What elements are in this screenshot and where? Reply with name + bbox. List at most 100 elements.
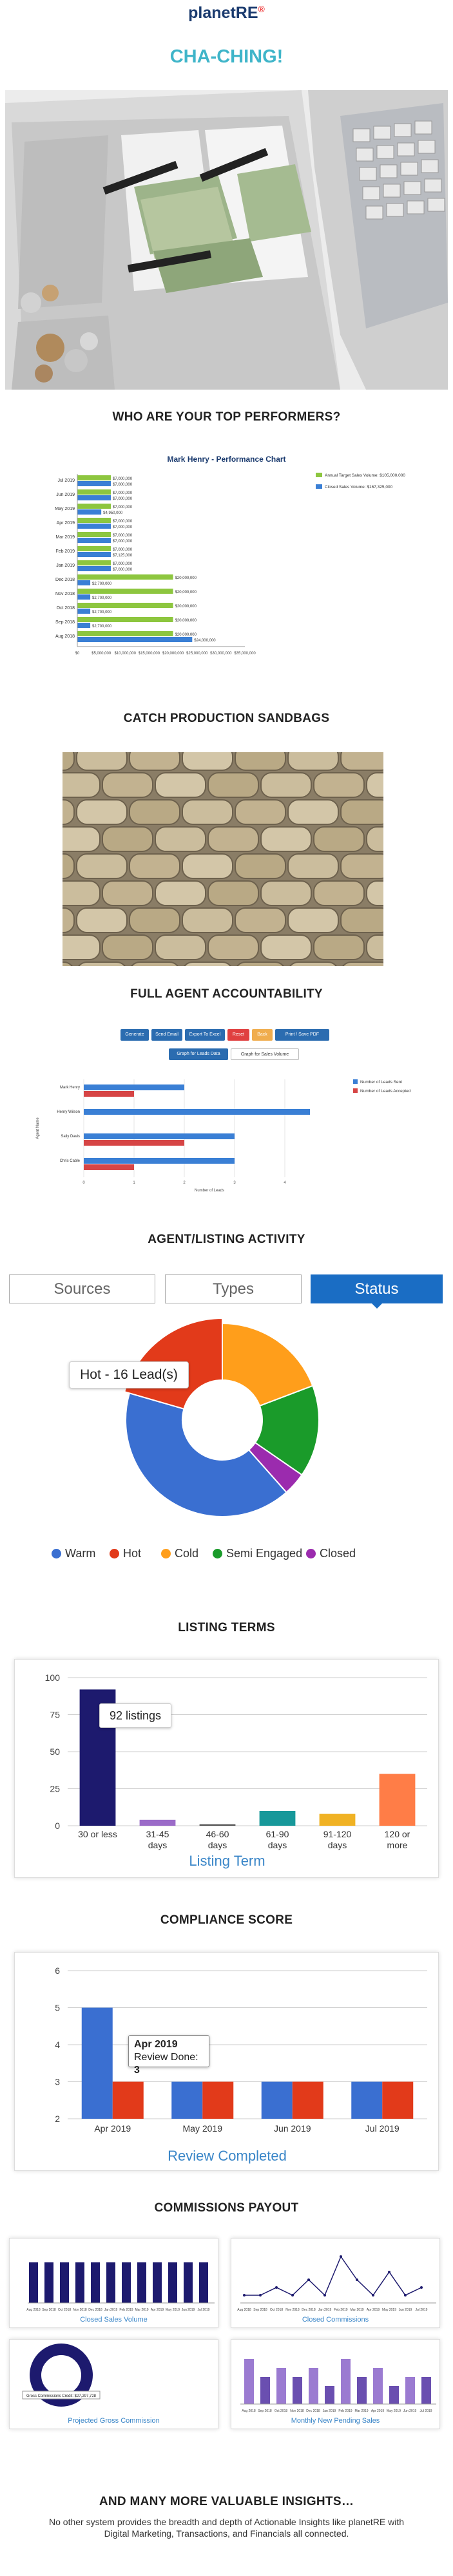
report-toolbar: Generate Send Email Export To Excel Rese…: [0, 1029, 453, 1068]
donut-legend-item[interactable]: Cold: [161, 1547, 198, 1560]
perf-closed-bar: [77, 566, 111, 571]
perf-closed-label: $7,000,000: [113, 497, 133, 501]
pending-sales-month: Jun 2019: [403, 2409, 417, 2413]
projected-gross-commission-card[interactable]: Gross Commissions Credit: $27,297,728 Pr…: [9, 2339, 218, 2429]
perf-target-bar: [77, 532, 111, 537]
pending-sales-month: Dec 2018: [306, 2409, 320, 2413]
perf-category-label: May 2019: [55, 507, 75, 511]
commission-point: [323, 2294, 326, 2297]
cash-register-image: [5, 90, 448, 390]
perf-closed-bar: [77, 594, 91, 600]
perf-x-tick: $5,000,000: [92, 652, 111, 656]
generate-button[interactable]: Generate: [120, 1029, 149, 1041]
perf-target-bar: [77, 489, 111, 495]
projected-gross-commission-caption: Projected Gross Commission: [68, 2417, 160, 2425]
compliance-bar-pending: [382, 2081, 414, 2119]
perf-x-tick: $35,000,000: [234, 652, 256, 656]
perf-target-bar: [77, 631, 173, 636]
pending-sales-month: Mar 2019: [354, 2409, 368, 2413]
perf-x-tick: $25,000,000: [186, 652, 208, 656]
send-email-button[interactable]: Send Email: [151, 1029, 182, 1041]
commission-month: Jun 2019: [399, 2308, 412, 2312]
closed-commissions-card[interactable]: Aug 2018 Sep 2018 Oct 2018 Nov 2018 Dec 2018…: [231, 2238, 440, 2328]
perf-closed-bar: [77, 538, 111, 543]
perf-target-label: $20,000,000: [175, 619, 197, 623]
perf-target-bar: [77, 504, 111, 509]
perf-target-bar: [77, 560, 111, 565]
leads-legend-accepted-swatch: [353, 1088, 358, 1093]
donut-legend-item[interactable]: Hot: [110, 1547, 141, 1560]
listing-x-tick: 30 or less: [78, 1829, 117, 1839]
leads-x-label: Number of Leads: [195, 1189, 224, 1191]
perf-closed-label: $2,700,000: [92, 582, 112, 586]
monthly-pending-sales-card[interactable]: Aug 2018 Sep 2018 Oct 2018 Nov 2018 Dec 2018…: [231, 2339, 440, 2429]
performance-chart: Jul 2019 $7,000,000 $7,000,000 Jun 2019 $7,0…: [39, 469, 425, 681]
commission-point: [275, 2286, 278, 2289]
reset-button[interactable]: Reset: [227, 1029, 249, 1041]
commission-month: Apr 2019: [367, 2308, 380, 2312]
perf-closed-bar: [77, 524, 111, 529]
tab-sales-volume[interactable]: Graph for Sales Volume: [231, 1048, 299, 1060]
compliance-tooltip-label: Review Done:: [134, 2052, 198, 2063]
tab-status[interactable]: Status: [311, 1274, 443, 1303]
perf-target-bar: [77, 574, 173, 580]
perf-closed-label: $24,000,000: [194, 639, 216, 643]
pending-sales-bar: [293, 2377, 302, 2404]
sales-volume-bar: [106, 2262, 115, 2303]
listing-x-tick: 31-45: [146, 1829, 169, 1839]
perf-target-bar: [77, 589, 173, 594]
hero-title: CHA-CHING!: [169, 46, 284, 67]
sales-volume-bar: [44, 2262, 53, 2303]
commission-month: Jan 2019: [318, 2308, 332, 2312]
perf-category-label: Mar 2019: [55, 535, 75, 540]
sales-volume-bar: [60, 2262, 69, 2303]
perf-target-label: $20,000,000: [175, 605, 197, 609]
tab-types[interactable]: Types: [165, 1274, 302, 1303]
leads-accepted-bar: [84, 1164, 134, 1170]
review-completed-caption[interactable]: Review Completed: [15, 2148, 439, 2164]
pending-sales-bar: [260, 2377, 270, 2404]
listing-term-caption[interactable]: Listing Term: [15, 1853, 439, 1870]
perf-closed-bar: [77, 609, 91, 614]
legend-label: Warm: [65, 1547, 96, 1560]
commission-month: Oct 2018: [270, 2308, 284, 2312]
compliance-x-tick: May 2019: [183, 2123, 223, 2134]
active-tab-pointer: [371, 1303, 383, 1309]
back-button[interactable]: Back: [252, 1029, 273, 1041]
commission-point: [243, 2294, 246, 2297]
closed-sales-volume-card[interactable]: Aug 2018 Sep 2018 Oct 2018 Nov 2018 Dec 2018…: [9, 2238, 218, 2328]
listing-bar: [319, 1814, 356, 1826]
leads-x-tick: 2: [183, 1181, 186, 1185]
review-completed-caption-text: Review Completed: [168, 2148, 287, 2164]
donut-legend-item[interactable]: Semi Engaged: [213, 1547, 302, 1560]
perf-target-label: $20,000,000: [175, 576, 197, 580]
perf-target-label: $7,000,000: [113, 491, 133, 495]
pending-sales-bar: [244, 2359, 254, 2404]
section-heading-top-performers: WHO ARE YOUR TOP PERFORMERS?: [112, 410, 341, 424]
print-save-pdf-button[interactable]: Print / Save PDF: [275, 1029, 329, 1041]
commission-point: [404, 2294, 407, 2297]
donut-legend-item[interactable]: Closed: [306, 1547, 356, 1560]
sales-volume-month: Apr 2019: [151, 2308, 164, 2312]
sales-volume-bar: [29, 2262, 38, 2303]
tab-sources[interactable]: Sources: [9, 1274, 155, 1303]
commission-month: Feb 2019: [334, 2308, 347, 2312]
listing-y-tick: 0: [55, 1821, 60, 1831]
tab-leads-data[interactable]: Graph for Leads Data: [169, 1048, 228, 1060]
pending-sales-month: Aug 2018: [242, 2409, 256, 2413]
legend-label: Cold: [175, 1547, 199, 1560]
perf-target-label: $20,000,000: [175, 633, 197, 637]
leads-accepted-bar: [84, 1140, 184, 1146]
perf-closed-bar: [77, 481, 111, 486]
brand-logo[interactable]: planetRE®: [0, 4, 453, 23]
donut-legend-item[interactable]: Warm: [52, 1547, 95, 1560]
leads-legend-sent: Number of Leads Sent: [360, 1080, 402, 1084]
pending-sales-bar: [325, 2386, 334, 2404]
pending-sales-bar: [405, 2377, 415, 2404]
pending-sales-month: Feb 2019: [338, 2409, 352, 2413]
listing-x-tick: 120 or: [385, 1829, 410, 1839]
sales-volume-bar: [122, 2262, 131, 2303]
perf-closed-label: $2,700,000: [92, 625, 112, 629]
pending-sales-bar: [309, 2368, 318, 2404]
export-excel-button[interactable]: Export To Excel: [185, 1029, 225, 1041]
